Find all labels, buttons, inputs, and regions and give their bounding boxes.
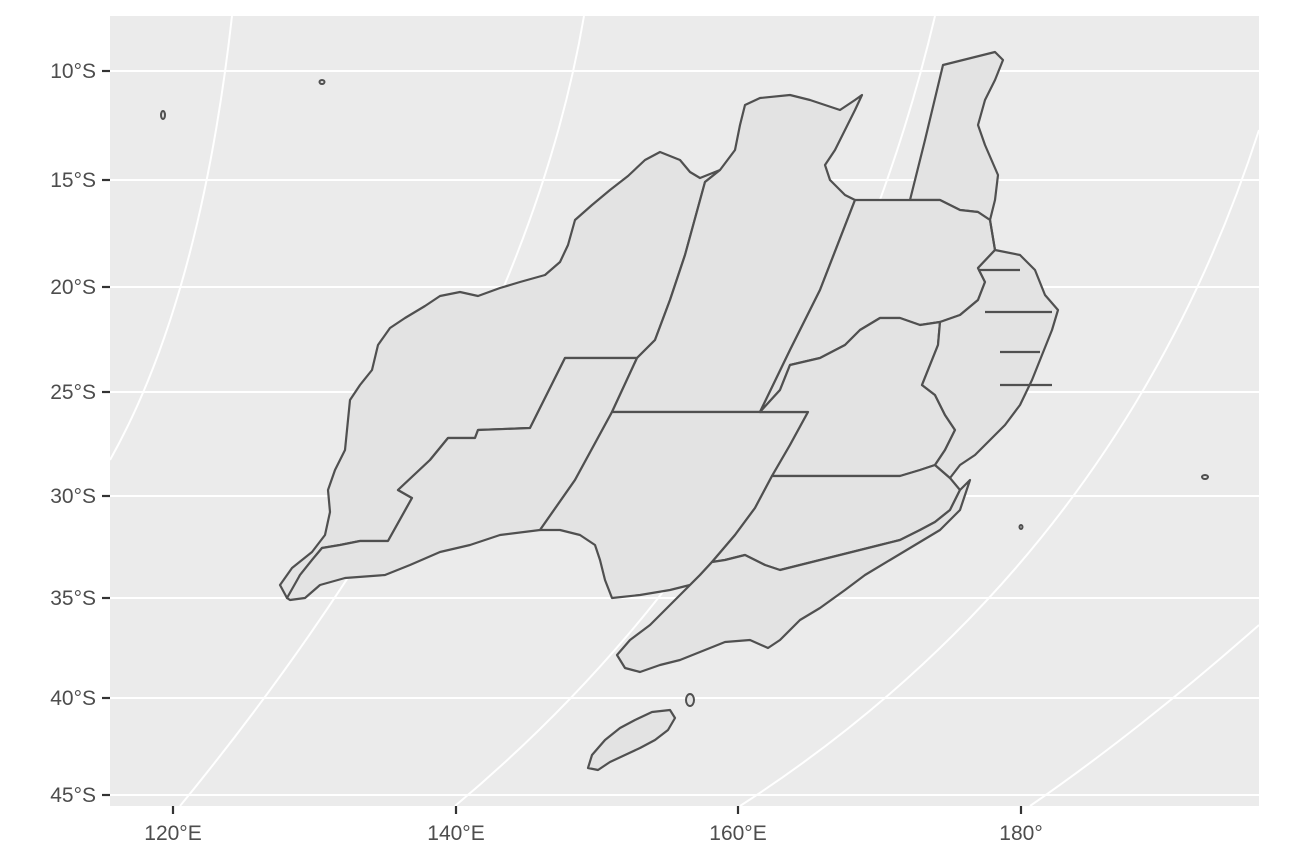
y-tick-label: 45°S bbox=[50, 784, 96, 807]
y-tick-label: 40°S bbox=[50, 687, 96, 710]
y-tick-label: 35°S bbox=[50, 587, 96, 610]
y-axis: 10°S 15°S 20°S 25°S 30°S 35°S 40°S 45°S bbox=[50, 60, 110, 807]
x-tick-label: 180° bbox=[999, 822, 1042, 845]
x-tick-label: 160°E bbox=[709, 822, 766, 845]
x-tick-label: 140°E bbox=[427, 822, 484, 845]
y-tick-label: 30°S bbox=[50, 485, 96, 508]
y-tick-label: 15°S bbox=[50, 169, 96, 192]
y-tick-label: 25°S bbox=[50, 381, 96, 404]
x-axis: 120°E 140°E 160°E 180° bbox=[144, 806, 1042, 845]
y-tick-label: 10°S bbox=[50, 60, 96, 83]
x-tick-label: 120°E bbox=[144, 822, 201, 845]
y-tick-label: 20°S bbox=[50, 276, 96, 299]
